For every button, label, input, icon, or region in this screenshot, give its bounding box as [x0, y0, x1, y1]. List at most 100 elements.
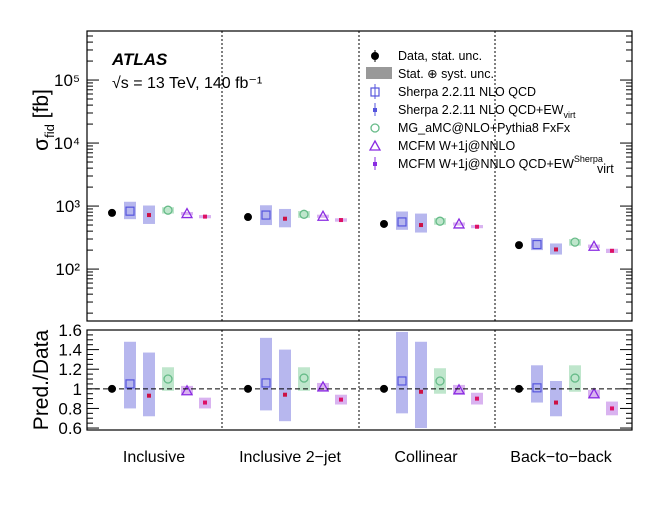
mcfm-point [587, 239, 601, 251]
mcfm_ew-point [203, 214, 207, 219]
mcfm-band-top [317, 214, 329, 218]
bottom-y-tick-label: 0.6 [58, 419, 82, 438]
legend-entry-label: Stat. ⊕ syst. unc. [398, 67, 494, 81]
legend-entry-text: MCFM W+1j@NNLO [398, 139, 515, 153]
mcfm-band-top [181, 212, 193, 216]
data-point [380, 219, 388, 228]
mcfm-point [180, 207, 194, 219]
legend-mcfm-marker [368, 139, 382, 151]
top-panel-bands [124, 201, 618, 255]
category-label: Back−to−back [510, 449, 612, 466]
legend-superscript: Sherpa [574, 154, 603, 164]
mg-ratio-point [163, 374, 173, 384]
sherpa-band-ratio [396, 331, 408, 414]
mcfm_ew-ratio-point [339, 397, 343, 402]
sherpa_ew-point [283, 216, 287, 221]
axis-labels: σfid [fb] Pred./Data ATLAS √s = 13 TeV, … [30, 50, 262, 430]
legend-entry-label: MCFM W+1j@NNLO [398, 139, 515, 153]
sherpa-ratio-point [532, 383, 542, 393]
sherpa_ew-ratio-point [419, 389, 423, 394]
top-panel-points [108, 205, 614, 253]
sherpa-ratio-point [397, 376, 407, 386]
mg-point [163, 205, 173, 215]
fid-subscript: fid [42, 124, 57, 138]
mg-ratio-point [435, 376, 445, 386]
legend-entry-label: MCFM W+1j@NNLO QCD+EW [398, 157, 574, 171]
fb-unit: [fb] [30, 89, 53, 124]
category-label: Inclusive 2−jet [239, 449, 341, 466]
legend-entry-text: MCFM W+1j@NNLO QCD+EWSherpa [398, 154, 603, 171]
mcfm-band-top [453, 222, 465, 226]
sherpa-band-ratio [124, 341, 136, 409]
legend-entry-text: Sherpa 2.2.11 NLO QCD+EWvirt [398, 103, 576, 120]
mcfm_ew-point [339, 218, 343, 223]
top-y-tick-label: 10⁵ [54, 71, 80, 90]
mg-band-top [162, 207, 174, 214]
data-point [515, 241, 523, 250]
sherpa_ew-band-ratio [143, 352, 155, 417]
top-y-tick-label: 10³ [55, 197, 80, 216]
mcfm-ratio-point [180, 384, 194, 396]
top-y-tick-label: 10⁴ [54, 134, 80, 153]
mg-ratio-point [299, 373, 309, 383]
legend: Data, stat. unc. Stat. ⊕ syst. unc. Sherpa… [366, 49, 614, 176]
legend-entry-label: Sherpa 2.2.11 NLO QCD+EW [398, 103, 564, 117]
legend-entry-label: Data, stat. unc. [398, 49, 482, 63]
legend-entry-text: Stat. ⊕ syst. unc. [398, 67, 494, 81]
sherpa_ew-band-ratio [550, 380, 562, 417]
mcfm-ratio-point [587, 387, 601, 399]
bottom-y-axis-label: Pred./Data [30, 329, 53, 430]
category-label: Inclusive [123, 449, 185, 466]
sherpa_ew-ratio-point [283, 392, 287, 397]
mg-band-ratio [434, 368, 446, 394]
mcfm_ew-point [475, 224, 479, 229]
sherpa-point [397, 217, 407, 227]
sherpa-band-ratio [260, 337, 272, 411]
mcfm-point [452, 217, 466, 229]
mg-band-ratio [162, 367, 174, 391]
legend-entry-text: Sherpa 2.2.11 NLO QCD [398, 85, 536, 99]
mcfm_ew-ratio-point [475, 396, 479, 401]
sherpa-band-top [396, 211, 408, 230]
legend-subscript: virt [597, 162, 614, 176]
mcfm-band-ratio [181, 385, 193, 395]
mg-band-top [298, 211, 310, 218]
sherpa-ratio-point [261, 378, 271, 388]
legend-entry-label: Sherpa 2.2.11 NLO QCD [398, 85, 536, 99]
sherpa_ew-ratio-point [147, 393, 151, 398]
mg-band-ratio [298, 367, 310, 391]
data-point [244, 213, 252, 222]
mg-band-ratio [569, 365, 581, 392]
bottom-y-tick-label: 0.8 [58, 399, 82, 418]
axes-frame: 10² 10³ 10⁴ 10⁵ 0.60.811.21.41.6 Inclusive Inc… [54, 30, 633, 466]
mcfm-band-ratio [317, 382, 329, 392]
sherpa_ew-point [147, 213, 151, 218]
sherpa_ew-point [554, 247, 558, 252]
bottom-y-tick-label: 1.2 [58, 360, 82, 379]
sherpa_ew-band-ratio [279, 349, 291, 422]
top-y-axis-label: σfid [fb] [30, 89, 57, 151]
mg-ratio-point [570, 373, 580, 383]
top-y-tick-label: 10² [55, 260, 80, 279]
mcfm-band-ratio [588, 389, 600, 399]
category-label: Collinear [394, 449, 458, 466]
mcfm_ew-ratio-point [610, 406, 614, 411]
mcfm-point [316, 209, 330, 221]
data-point [108, 208, 116, 217]
bottom-y-tick-label: 1.6 [58, 321, 82, 340]
mg-point [299, 209, 309, 219]
atlas-label: ATLAS [111, 50, 168, 69]
mg-band-top [569, 239, 581, 246]
sherpa-point [125, 206, 135, 216]
mcfm_ew-point [610, 248, 614, 253]
mcfm-ratio-point [316, 380, 330, 392]
legend-band-swatch [366, 67, 392, 79]
mg-point [570, 237, 580, 247]
bottom-y-tick-label: 1 [73, 380, 82, 399]
sherpa-band-top [531, 238, 543, 251]
mg-band-top [434, 218, 446, 225]
sherpa-band-top [260, 205, 272, 226]
sherpa_ew-point [419, 223, 423, 228]
bottom-panel-points [108, 373, 614, 411]
